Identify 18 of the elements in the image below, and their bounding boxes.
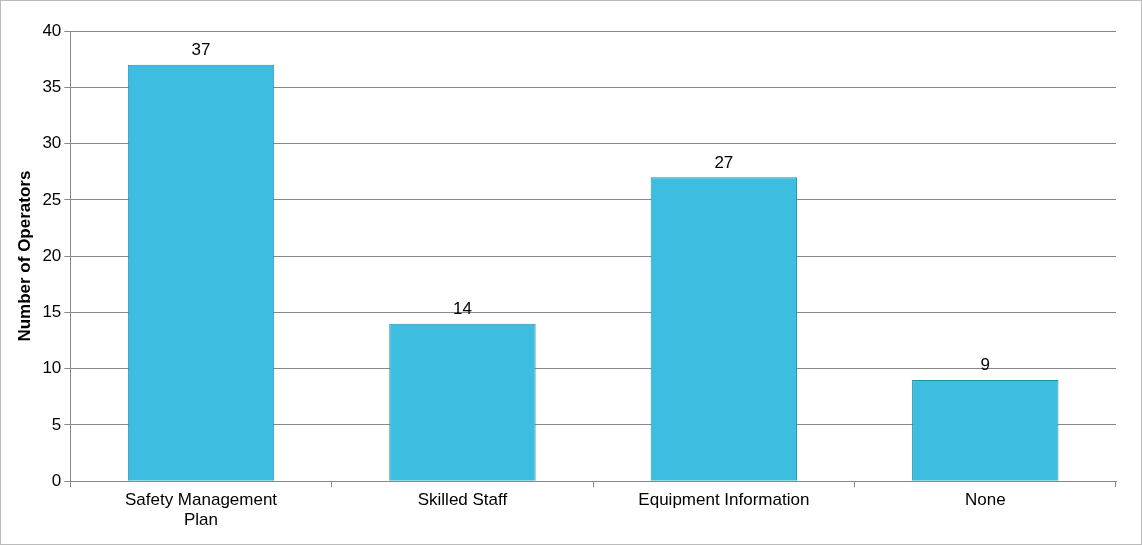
y-axis-title: Number of Operators <box>14 170 34 342</box>
data-label: 37 <box>191 39 211 59</box>
y-tick-label: 5 <box>51 414 62 434</box>
y-tick-label: 0 <box>51 470 62 490</box>
data-label: 9 <box>980 355 991 375</box>
data-label: 27 <box>714 152 734 172</box>
x-tick-label: None <box>964 490 1006 510</box>
y-tick-label: 15 <box>42 302 62 322</box>
y-tick-label: 40 <box>42 20 62 40</box>
y-tick-label: 25 <box>42 189 62 209</box>
data-label: 14 <box>452 298 472 318</box>
y-tick-label: 30 <box>42 133 62 153</box>
x-tick-label: Equipment Information <box>638 490 810 510</box>
y-tick-label: 10 <box>42 358 62 378</box>
x-tick-label: Safety Management Plan <box>124 490 278 530</box>
y-tick-label: 35 <box>42 76 62 96</box>
x-tick-label: Skilled Staff <box>417 490 508 510</box>
y-tick-label: 20 <box>42 245 62 265</box>
